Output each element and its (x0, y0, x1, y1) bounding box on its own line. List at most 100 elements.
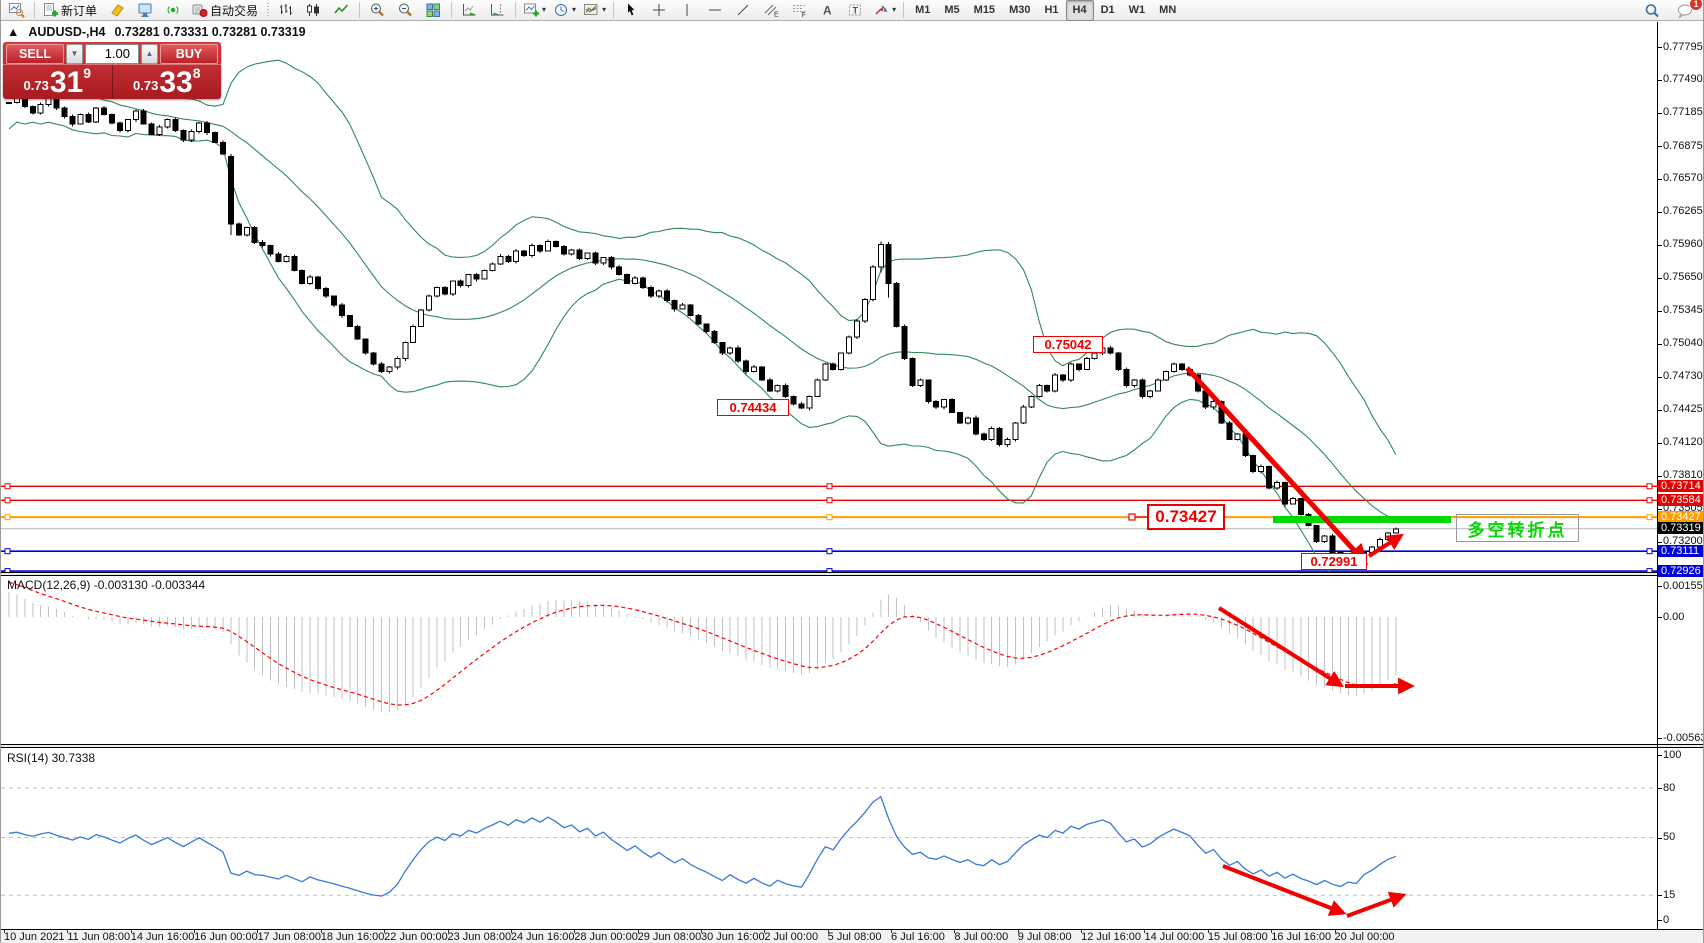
line-chart-button[interactable] (328, 0, 355, 21)
new-chart-button[interactable]: ▾ (520, 0, 549, 21)
templates-button[interactable]: ▾ (580, 0, 609, 21)
search-button[interactable] (1639, 0, 1666, 21)
fibonacci-tool-button[interactable]: F (786, 0, 813, 21)
price-axis-tick (1657, 146, 1662, 148)
cursor-tool-button[interactable] (618, 0, 645, 21)
price-axis-tick-label: 0.74730 (1663, 370, 1703, 383)
periods-button[interactable]: ▾ (550, 0, 579, 21)
time-axis-label: 30 Jun 16:00 (700, 931, 765, 943)
price-callout-0.74434[interactable]: 0.74434 (717, 399, 789, 416)
arrows-icon (875, 5, 888, 15)
rsi-axis-label: 80 (1663, 781, 1676, 794)
timeframe-button-M30[interactable]: M30 (1009, 4, 1031, 16)
price-tag-0.73111: 0.73111 (1658, 544, 1703, 557)
autotrading-button[interactable]: 自动交易 (188, 0, 264, 21)
arrows-tool-button[interactable]: ▾ (870, 0, 899, 21)
signals-icon (167, 6, 179, 14)
price-callout-0.75042[interactable]: 0.75042 (1033, 336, 1103, 353)
price-callout-0.73427[interactable]: 0.73427 (1147, 504, 1225, 530)
time-axis-label: 20 Jul 00:00 (1334, 931, 1395, 943)
autotrading-icon (192, 4, 208, 17)
timeframe-button-M5[interactable]: M5 (944, 4, 960, 16)
timeframe-button-H4[interactable]: H4 (1065, 0, 1094, 21)
timeframe-button-W1[interactable]: W1 (1128, 4, 1146, 16)
price-axis-tick-label: 0.76265 (1663, 205, 1703, 218)
panel-border (1, 747, 1703, 748)
time-axis-tick (1144, 930, 1146, 933)
rsi-axis-label: 0 (1663, 913, 1670, 926)
timeframe-button-H1[interactable]: H1 (1044, 4, 1059, 16)
zoom-in-button[interactable] (364, 0, 391, 21)
trend-arrows[interactable] (1185, 366, 1415, 918)
chevron-down-icon: ▾ (572, 5, 577, 14)
macd-axis-tick (1657, 586, 1662, 587)
time-axis-label: 24 Jun 16:00 (510, 931, 575, 943)
price-axis-tick-label: 0.76570 (1663, 172, 1703, 185)
timeframe-button-MN[interactable]: MN (1159, 4, 1177, 16)
timeframe-button-M15[interactable]: M15 (973, 4, 996, 16)
time-axis-tick (1271, 930, 1273, 933)
time-axis-tick (1017, 930, 1019, 933)
terminal-button[interactable] (132, 0, 159, 21)
time-axis-label: 15 Jul 08:00 (1207, 931, 1268, 943)
templates-icon (584, 4, 598, 15)
signals-button[interactable] (160, 0, 187, 21)
price-callout-0.72991[interactable]: 0.72991 (1301, 553, 1367, 570)
candlestick-chart-button[interactable] (300, 0, 327, 21)
channel-tool-button[interactable]: E (758, 0, 785, 21)
bar-chart-button[interactable] (272, 0, 299, 21)
vertical-line-tool-button[interactable] (674, 0, 701, 21)
styler-button[interactable] (104, 0, 131, 21)
tile-windows-button[interactable] (420, 0, 447, 21)
timeframe-button-M1[interactable]: M1 (915, 4, 931, 16)
chart-page-icon (9, 3, 25, 18)
sell-price[interactable]: 0.73 31 9 (3, 65, 113, 98)
price-axis-tick (1657, 541, 1662, 543)
equidistant-channel-icon: E (764, 4, 779, 18)
toolbar-separator (359, 2, 361, 18)
auto-scroll-button[interactable] (456, 0, 483, 21)
macd-axis-label: -0.005634 (1663, 731, 1703, 744)
volume-input[interactable]: 1.00 (85, 44, 139, 64)
fibonacci-icon: F (793, 5, 806, 18)
trendline-tool-button[interactable] (730, 0, 757, 21)
collapse-arrow-icon[interactable]: ▲ (7, 25, 20, 39)
time-axis-tick (257, 930, 259, 933)
turning-point-label[interactable]: 多空转折点 (1456, 514, 1579, 542)
buy-price[interactable]: 0.73 33 8 (113, 65, 222, 98)
time-axis-label: 5 Jul 08:00 (827, 931, 882, 943)
buy-button[interactable]: BUY (160, 44, 218, 64)
volume-down-button[interactable]: ▼ (66, 44, 83, 64)
crosshair-tool-button[interactable] (646, 0, 673, 21)
candlestick-chart-icon (307, 4, 320, 16)
rsi-axis-tick (1657, 755, 1662, 756)
price-axis-tick-label: 0.75650 (1663, 271, 1703, 284)
zoom-out-icon (399, 3, 412, 17)
new-order-button[interactable]: 新订单 (39, 0, 103, 21)
toolbar-separator (34, 2, 35, 18)
time-axis[interactable] (1, 930, 1703, 943)
volume-up-button[interactable]: ▲ (141, 44, 158, 64)
zoom-out-button[interactable] (392, 0, 419, 21)
rsi-axis-label: 50 (1663, 831, 1676, 843)
rsi-label: RSI(14) 30.7338 (7, 751, 96, 765)
chart-page-button[interactable] (3, 0, 30, 21)
time-axis-label: 23 Jun 08:00 (447, 931, 512, 943)
panel-splitter[interactable] (1, 573, 1703, 575)
terminal-icon (138, 3, 152, 17)
text-label-icon: T (849, 4, 862, 16)
sell-button[interactable]: SELL (6, 44, 64, 64)
timeframe-button-D1[interactable]: D1 (1100, 4, 1115, 16)
text-icon: A (823, 4, 832, 18)
chart-shift-button[interactable] (484, 0, 511, 21)
ohlc-values: 0.73281 0.73331 0.73281 0.73319 (114, 25, 306, 39)
price-axis-tick-label: 0.77795 (1663, 40, 1703, 53)
time-axis-label: 16 Jun 00:00 (194, 931, 258, 943)
panel-splitter[interactable] (1, 745, 1703, 747)
notifications-button[interactable]: 1 (1672, 0, 1703, 21)
text-label-tool-button[interactable]: T (842, 0, 869, 21)
horizontal-line-tool-button[interactable] (702, 0, 729, 21)
price-tag-0.73319: 0.73319 (1658, 522, 1703, 535)
text-tool-button[interactable]: A (814, 0, 841, 21)
